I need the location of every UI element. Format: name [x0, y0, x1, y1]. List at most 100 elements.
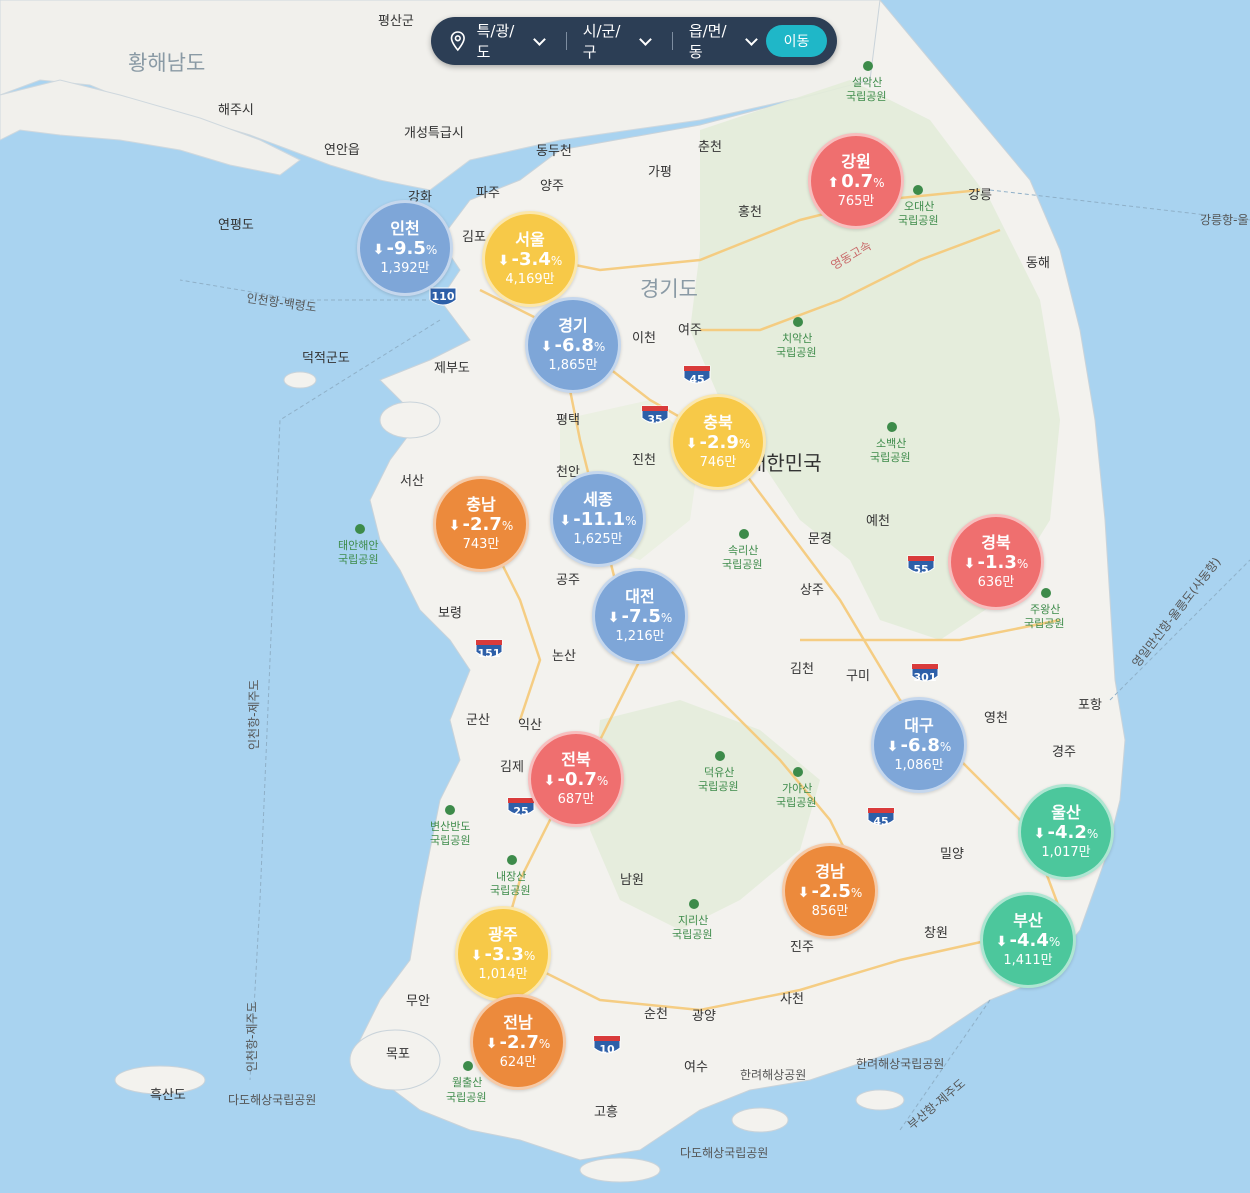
svg-text:주왕산: 주왕산 [1030, 603, 1060, 616]
region-bubble-jeonbuk[interactable]: 전북 ⬇ -0.7% 687만 [528, 731, 624, 827]
svg-text:창원: 창원 [924, 926, 948, 941]
region-bubble-seoul[interactable]: 서울 ⬇ -3.4% 4,169만 [482, 211, 578, 307]
trend-arrow-icon: ⬇ [559, 513, 572, 529]
region-change-value: -1.3 [977, 552, 1017, 573]
island [114, 1065, 206, 1095]
region-change: ⬇ -7.5% [608, 606, 673, 629]
region-bubble-sejong[interactable]: 세종 ⬇ -11.1% 1,625만 [550, 471, 646, 567]
region-change: ⬆ 0.7% [827, 171, 884, 194]
island [855, 1089, 905, 1111]
svg-text:한려해상공원: 한려해상공원 [740, 1068, 806, 1082]
region-bubble-gyeongbuk[interactable]: 경북 ⬇ -1.3% 636만 [948, 514, 1044, 610]
region-bubble-gangwon[interactable]: 강원 ⬆ 0.7% 765만 [808, 133, 904, 229]
region-bubble-gwangju[interactable]: 광주 ⬇ -3.3% 1,014만 [455, 906, 551, 1002]
svg-text:서산: 서산 [400, 474, 424, 489]
trend-arrow-icon: ⬇ [886, 739, 899, 755]
svg-text:해주시: 해주시 [218, 103, 254, 118]
svg-text:목포: 목포 [386, 1047, 410, 1062]
svg-text:속리산: 속리산 [728, 544, 758, 557]
svg-text:순천: 순천 [644, 1007, 668, 1022]
percent-unit: % [538, 1037, 551, 1051]
go-button[interactable]: 이동 [765, 25, 827, 57]
region-bubble-busan[interactable]: 부산 ⬇ -4.4% 1,411만 [980, 892, 1076, 988]
region-bubble-daegu[interactable]: 대구 ⬇ -6.8% 1,086만 [871, 697, 967, 793]
svg-text:가야산: 가야산 [782, 782, 812, 795]
svg-text:홍천: 홍천 [738, 205, 762, 220]
trend-arrow-icon: ⬇ [485, 1036, 498, 1052]
svg-text:광양: 광양 [692, 1009, 716, 1024]
city-select[interactable]: 시/군/구 [579, 20, 660, 62]
region-bubble-ulsan[interactable]: 울산 ⬇ -4.2% 1,017만 [1018, 784, 1114, 880]
svg-text:강릉: 강릉 [968, 188, 992, 203]
region-bubble-jeonnam[interactable]: 전남 ⬇ -2.7% 624만 [470, 994, 566, 1090]
svg-text:110: 110 [432, 290, 455, 303]
svg-text:황해남도: 황해남도 [128, 51, 205, 75]
region-bubble-chungbuk[interactable]: 충북 ⬇ -2.9% 746만 [670, 394, 766, 490]
region-change: ⬇ -3.3% [471, 944, 536, 967]
svg-text:남원: 남원 [620, 873, 644, 888]
svg-text:국립공원: 국립공원 [698, 780, 738, 793]
region-change-value: -2.5 [811, 881, 851, 902]
region-bubble-incheon[interactable]: 인천 ⬇ -9.5% 1,392만 [357, 200, 453, 296]
region-name: 강원 [841, 152, 871, 171]
town-select[interactable]: 읍/면/동 [685, 20, 766, 62]
svg-text:인천항-제주도: 인천항-제주도 [244, 1001, 259, 1072]
region-change-value: -2.9 [699, 432, 739, 453]
svg-text:국립공원: 국립공원 [446, 1091, 486, 1104]
region-name: 경남 [815, 862, 845, 881]
region-change-value: -9.5 [386, 238, 426, 259]
svg-text:인천항-제주도: 인천항-제주도 [246, 679, 261, 750]
region-change: ⬇ -11.1% [559, 509, 636, 532]
svg-text:태안해안: 태안해안 [338, 538, 378, 552]
trend-arrow-icon: ⬇ [685, 436, 698, 452]
trend-arrow-icon: ⬇ [470, 948, 483, 964]
province-select[interactable]: 특/광/도 [473, 20, 554, 62]
percent-unit: % [939, 740, 952, 754]
region-change-value: -3.3 [484, 944, 524, 965]
region-change: ⬇ -2.9% [686, 432, 751, 455]
region-name: 부산 [1013, 911, 1043, 930]
svg-text:경기도: 경기도 [640, 277, 698, 301]
svg-text:김포: 김포 [462, 230, 486, 245]
svg-text:평산군: 평산군 [378, 14, 414, 29]
svg-text:45: 45 [873, 815, 888, 828]
svg-text:사천: 사천 [780, 992, 804, 1007]
percent-unit: % [523, 949, 536, 963]
svg-text:301: 301 [914, 671, 937, 684]
svg-text:경주: 경주 [1052, 745, 1076, 760]
svg-text:국립공원: 국립공원 [1024, 617, 1064, 630]
percent-unit: % [596, 774, 609, 788]
trend-arrow-icon: ⬇ [797, 885, 810, 901]
svg-text:양주: 양주 [540, 179, 564, 194]
svg-text:45: 45 [689, 373, 704, 386]
svg-text:국립공원: 국립공원 [490, 884, 530, 897]
svg-text:무안: 무안 [406, 994, 430, 1009]
region-bubble-daejeon[interactable]: 대전 ⬇ -7.5% 1,216만 [592, 568, 688, 664]
chevron-down-icon [745, 32, 758, 46]
svg-text:55: 55 [913, 563, 928, 576]
svg-text:진주: 진주 [790, 940, 814, 955]
region-bubble-gyeongnam[interactable]: 경남 ⬇ -2.5% 856만 [782, 843, 878, 939]
region-count: 1,411만 [1003, 953, 1053, 968]
region-bubble-gyeonggi[interactable]: 경기 ⬇ -6.8% 1,865만 [525, 297, 621, 393]
region-bubble-chungnam[interactable]: 충남 ⬇ -2.7% 743만 [433, 476, 529, 572]
region-count: 687만 [557, 792, 595, 807]
region-name: 충남 [466, 495, 496, 514]
city-select-label: 시/군/구 [582, 22, 621, 61]
svg-text:포항: 포항 [1078, 698, 1102, 713]
route-shield-45b: 45 [867, 807, 895, 828]
percent-unit: % [873, 176, 885, 190]
chevron-down-icon [639, 32, 652, 46]
svg-text:제부도: 제부도 [434, 361, 470, 376]
trend-arrow-icon: ⬇ [540, 339, 553, 355]
svg-text:강릉항-울: 강릉항-울 [1200, 213, 1249, 227]
svg-text:국립공원: 국립공원 [870, 451, 910, 464]
region-name: 경북 [981, 533, 1011, 552]
region-change: ⬇ -6.8% [887, 735, 952, 758]
